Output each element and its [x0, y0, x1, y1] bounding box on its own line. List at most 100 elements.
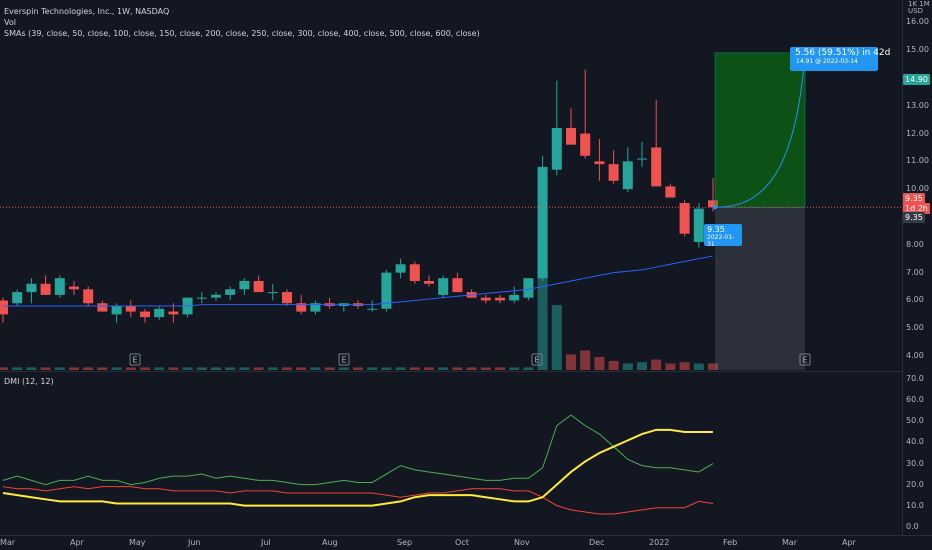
candle-body [381, 272, 392, 309]
target-price-tag: 14.90 [903, 74, 930, 85]
volume-bar [523, 367, 534, 370]
candle-body [409, 264, 420, 281]
volume-bar [154, 367, 165, 370]
time-tick: Jun [188, 538, 201, 547]
volume-bar [182, 367, 193, 370]
candle-body [154, 308, 165, 318]
volume-bar [168, 367, 179, 370]
candle-body [267, 292, 278, 294]
volume-bar [267, 367, 278, 370]
symbol-title: Everspin Technologies, Inc., 1W, NASDAQ [4, 7, 170, 16]
entry-price: 9.35 [707, 225, 725, 234]
dmi-tick: 50.0 [906, 416, 924, 426]
price-tick: 12.00 [906, 128, 929, 138]
crosshair-price-tag: 9.35 [903, 212, 925, 223]
candle-body [211, 294, 221, 298]
candle-body [140, 311, 150, 318]
candle-body [196, 297, 207, 299]
volume-bar [111, 367, 122, 370]
candle-body [26, 283, 37, 293]
dmi-tick: 0.0 [906, 521, 919, 531]
earnings-marker [531, 353, 543, 366]
current-price-tag: 9.35 [903, 193, 925, 204]
time-tick: Apr [70, 538, 84, 547]
volume-bar [537, 240, 548, 370]
earnings-marker [129, 353, 141, 366]
volume-bar [239, 367, 250, 370]
volume-bar [83, 367, 94, 370]
time-tick: Mar [782, 538, 798, 547]
price-tick: 7.00 [906, 267, 924, 277]
volume-bar [466, 367, 477, 370]
time-tick: Jul [261, 538, 271, 547]
time-tick: Sep [397, 538, 413, 547]
volume-bar [409, 367, 420, 370]
dmi-plus-line [2, 414, 714, 486]
candle-body [282, 292, 292, 304]
time-tick: 2022 [649, 538, 670, 547]
volume-bar [196, 367, 207, 370]
volume-bar [97, 367, 108, 370]
time-tick: May [129, 538, 146, 547]
time-tick: Apr [842, 538, 856, 547]
earnings-marker-label: E [132, 356, 137, 365]
volume-bar [125, 367, 136, 370]
price-tick: 6.00 [906, 295, 924, 305]
earnings-marker-label: E [802, 356, 807, 365]
candle-body [523, 278, 534, 298]
candle-body [665, 186, 676, 198]
candle-body [693, 208, 704, 243]
earnings-marker-label: E [534, 356, 539, 365]
price-tick: 5.00 [906, 323, 924, 333]
candle-body [551, 127, 562, 170]
price-tick: 4.00 [906, 351, 924, 361]
price-tick: 10.00 [906, 184, 929, 194]
volume-label: Vol [4, 18, 16, 27]
dmi-tick: 40.0 [906, 437, 924, 447]
price-tick: 15.00 [906, 45, 929, 55]
projection-main: 5.56 (59.51%) in 42d [795, 48, 891, 58]
time-tick: Nov [514, 538, 530, 547]
candle-body [495, 297, 505, 301]
candle-body [480, 297, 491, 301]
dmi-label: DMI (12, 12) [4, 377, 54, 386]
volume-bar [438, 367, 449, 370]
volume-bar [0, 367, 8, 370]
candle-body [54, 278, 65, 295]
volume-bar [665, 363, 676, 370]
countdown-tag: 1d 2h [903, 203, 930, 214]
time-tick: Dec [589, 538, 605, 547]
volume-bar [509, 367, 520, 370]
projection-label: 5.56 (59.51%) in 42d 14.91 @ 2022-03-14 [790, 47, 891, 71]
projection-curve [714, 52, 806, 208]
scale-mark: 1K 1M [908, 0, 930, 8]
earnings-marker [338, 353, 350, 366]
dmi-tick: 20.0 [906, 479, 924, 489]
candle-body [509, 294, 520, 301]
volume-bar [367, 367, 378, 370]
candle-body [438, 278, 449, 295]
entry-label: 9.35 2022-01-31 [704, 224, 742, 248]
candle-body [367, 308, 378, 310]
candle-body [111, 306, 122, 315]
volume-bar [353, 367, 363, 370]
candles-layer [0, 69, 718, 323]
candle-body [83, 289, 94, 304]
candle-body [608, 164, 619, 181]
volume-bar [693, 363, 704, 370]
candle-body [225, 289, 236, 295]
volume-bar [69, 367, 79, 370]
candle-body [622, 161, 633, 190]
volume-bar [282, 367, 292, 370]
volume-bar [211, 367, 221, 370]
volume-bar [310, 367, 321, 370]
volume-bar [495, 367, 505, 370]
dmi-minus-line [2, 486, 714, 515]
time-tick: Feb [723, 538, 738, 547]
entry-date: 2022-01-31 [707, 234, 735, 248]
price-tick: 16.00 [906, 17, 929, 27]
candle-body [253, 280, 264, 293]
volume-bar [424, 367, 434, 370]
candle-body [537, 166, 548, 279]
